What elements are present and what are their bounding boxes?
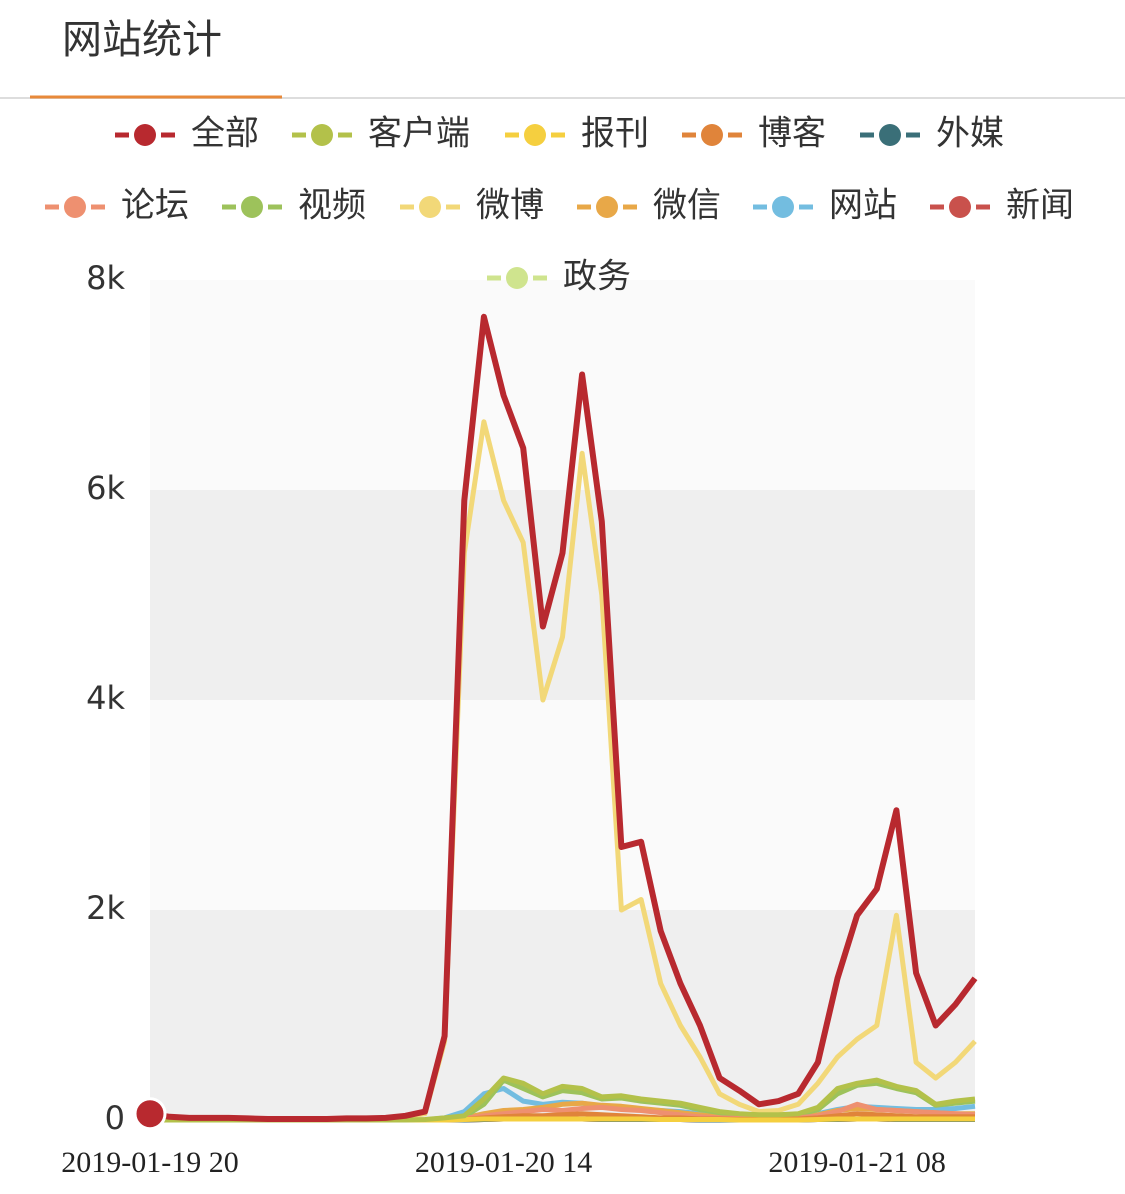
series-line [149,313,978,1122]
legend-label[interactable]: 视频 [298,186,366,226]
grid-band [150,280,975,490]
legend-swatch-dot [524,124,546,146]
legend-label[interactable]: 微信 [653,186,721,226]
y-tick-label: 4k [86,679,125,717]
legend-swatch-dot [949,196,971,218]
point-marker [133,1097,167,1131]
x-tick-label: 2019-01-20 14 [415,1146,592,1179]
grid-band [150,490,975,700]
y-tick-label: 2k [86,889,125,927]
legend-label[interactable]: 全部 [191,114,259,154]
legend-swatch-dot [311,124,333,146]
legend-label[interactable]: 新闻 [1006,186,1074,226]
legend-swatch-dot [506,267,528,289]
legend-swatch-dot [596,196,618,218]
legend-swatch-dot [879,124,901,146]
grid-band [150,700,975,910]
legend-label[interactable]: 客户端 [368,114,470,154]
y-tick-label: 8k [86,259,125,297]
legend-label[interactable]: 网站 [829,186,897,226]
legend-swatch-dot [64,196,86,218]
legend-label[interactable]: 论坛 [121,186,189,226]
y-tick-label: 0 [105,1099,125,1137]
legend-label[interactable]: 外媒 [936,114,1004,154]
page-title: 网站统计 [62,17,222,63]
legend-swatch-dot [134,124,156,146]
legend-label[interactable]: 政务 [563,257,631,297]
legend-swatch-dot [241,196,263,218]
x-tick-label: 2019-01-19 20 [61,1146,238,1179]
legend-swatch-dot [772,196,794,218]
legend-swatch-dot [701,124,723,146]
legend-label[interactable]: 报刊 [581,114,649,154]
legend-swatch-dot [419,196,441,218]
legend-label[interactable]: 微博 [476,186,544,226]
legend-label[interactable]: 博客 [758,114,826,154]
x-tick-label: 2019-01-21 08 [768,1146,945,1179]
y-tick-label: 6k [86,469,125,507]
